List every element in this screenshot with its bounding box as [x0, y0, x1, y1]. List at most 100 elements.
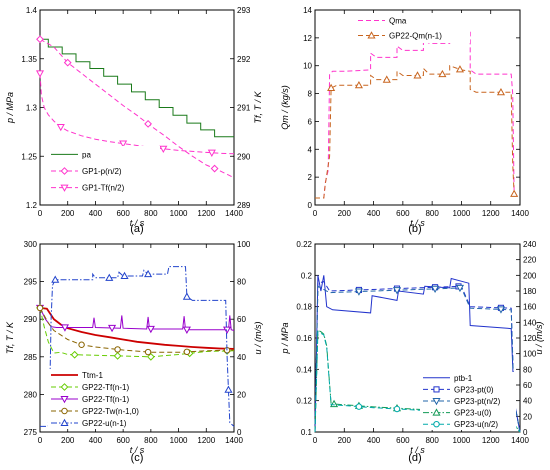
- y-tick-label: 8: [308, 90, 313, 99]
- y-axis-label: p / MPa: [5, 92, 15, 124]
- y-tick-label: 0.16: [296, 334, 312, 343]
- series-3-point: [182, 326, 191, 334]
- series-3-point: [56, 123, 65, 132]
- y2-tick-label: 40: [523, 397, 532, 406]
- series-5-point: [51, 275, 60, 283]
- x-tick-label: 600: [116, 436, 130, 445]
- x-axis-label: t / s: [410, 445, 425, 455]
- legend-label: GP22-Qm(n-1): [389, 32, 442, 41]
- series-5-point: [182, 292, 191, 300]
- x-tick-label: 0: [38, 209, 43, 218]
- chart-panel-2: 0 200 400 600 800 1000 1200 1400 0 2 4 6 8 10 12 14 t / …: [280, 6, 529, 235]
- legend-marker: [60, 418, 69, 427]
- series-2-point: [36, 35, 44, 44]
- series-3-point: [431, 285, 440, 294]
- series-3-point: [496, 306, 506, 314]
- chart-panel-1: 0 200 400 600 800 1000 1200 1400 1.2 1.25 1.3 1.35 1…: [5, 6, 263, 235]
- series-3-point: [108, 324, 117, 333]
- x-tick-label: 1400: [511, 436, 529, 445]
- y2-tick-label: 180: [523, 287, 537, 296]
- legend-label: GP23-u(n/2): [454, 420, 498, 429]
- chart-panel-3: 0 200 400 600 800 1000 1200 1400275280285290295…: [5, 240, 263, 464]
- series-3-point: [207, 149, 216, 157]
- x-tick-label: 800: [144, 436, 158, 445]
- y2-tick-label: 140: [523, 318, 537, 327]
- series-5-point: [120, 271, 129, 280]
- legend-marker: [61, 407, 68, 415]
- legend-label: GP23-pt(n/2): [454, 397, 501, 406]
- x-tick-label: 0: [38, 436, 43, 445]
- series-2-point: [144, 119, 152, 128]
- series-4-point: [78, 341, 85, 348]
- y2-tick-label: 200: [523, 271, 537, 280]
- y2-tick-label: 160: [523, 303, 537, 312]
- series-2-point: [382, 75, 391, 83]
- y2-tick-label: 100: [523, 350, 537, 359]
- series-2-point: [455, 65, 465, 73]
- y-tick-label: 2: [308, 173, 313, 182]
- y-tick-label: 300: [24, 240, 38, 249]
- x-tick-label: 400: [89, 209, 103, 218]
- series-2-point: [413, 71, 422, 79]
- y-tick-label: 295: [24, 278, 38, 287]
- y2-tick-label: 293: [237, 6, 251, 15]
- series-3-point: [223, 326, 232, 334]
- legend-marker: [433, 386, 440, 393]
- x-axis-label: t / s: [130, 218, 145, 228]
- series-2-point: [113, 351, 122, 360]
- series-4-point: [36, 304, 44, 312]
- series-5-point: [224, 385, 233, 393]
- x-tick-label: 200: [61, 436, 75, 445]
- legend-label: GP22-Tf(n-1): [82, 383, 129, 392]
- y-tick-label: 0.22: [296, 240, 312, 249]
- series-2-point: [496, 87, 506, 96]
- series-2-point: [146, 352, 155, 361]
- y-tick-label: 1.25: [21, 152, 37, 161]
- panel-caption: (d): [408, 452, 421, 464]
- y-tick-label: 10: [303, 62, 312, 71]
- y2-tick-label: 20: [237, 390, 246, 399]
- x-tick-label: 0: [313, 209, 318, 218]
- y2-tick-label: 240: [523, 240, 537, 249]
- y2-tick-label: 289: [237, 201, 251, 210]
- y2-axis-label: Tf, T / K: [253, 91, 263, 124]
- legend-label: Ttm-1: [82, 371, 103, 380]
- legend-label: GP22-u(n-1): [82, 419, 127, 428]
- series-line-3: [314, 285, 521, 433]
- x-tick-label: 1000: [170, 209, 188, 218]
- series-line-3: [39, 73, 235, 155]
- x-tick-label: 1200: [197, 209, 215, 218]
- x-tick-label: 1200: [197, 436, 215, 445]
- legend-label: GP1-p(n/2): [82, 167, 122, 176]
- legend-marker: [367, 31, 376, 39]
- legend-marker: [60, 383, 69, 391]
- y-tick-label: 1.4: [26, 6, 38, 15]
- series-3-point: [159, 145, 168, 154]
- series-2-point: [354, 80, 363, 89]
- x-tick-label: 0: [313, 436, 318, 445]
- y-tick-label: 6: [308, 117, 313, 126]
- x-tick-label: 1400: [225, 436, 243, 445]
- series-4-point: [114, 346, 121, 353]
- y2-tick-label: 292: [237, 55, 251, 64]
- x-tick-label: 200: [338, 209, 352, 218]
- y-tick-label: 0.18: [296, 303, 312, 312]
- series-2-point: [438, 69, 447, 78]
- panel-caption: (c): [131, 452, 144, 464]
- y-tick-label: 280: [24, 390, 38, 399]
- x-tick-label: 1000: [453, 209, 471, 218]
- series-3-point: [392, 287, 402, 295]
- y-axis-label: Tf, T / K: [5, 321, 15, 354]
- legend-marker: [432, 397, 441, 406]
- legend-label: GP1-Tf(n/2): [82, 184, 125, 193]
- series-2-point: [63, 58, 72, 67]
- series-line-5: [40, 266, 235, 427]
- legend-marker: [432, 408, 441, 416]
- series-3-point: [119, 140, 128, 148]
- series-3-point: [354, 288, 363, 296]
- panel-caption: (a): [130, 223, 143, 235]
- x-tick-label: 600: [116, 209, 130, 218]
- y-axis-label: p / MPa: [280, 322, 290, 354]
- y2-tick-label: 291: [237, 104, 251, 113]
